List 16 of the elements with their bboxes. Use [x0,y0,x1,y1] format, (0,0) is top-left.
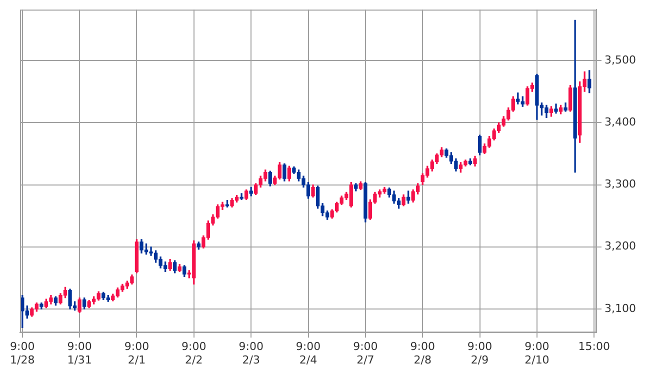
y-tick-label: 3,200 [604,240,636,253]
x-tick-label: 9:00 2/1 [124,340,150,366]
x-tick-label: 9:00 1/28 [10,340,35,366]
x-tick-label: 9:00 2/3 [238,340,264,366]
y-tick-label: 3,100 [604,302,636,315]
y-tick-label: 3,500 [604,53,636,66]
x-tick-label: 15:00 [578,340,610,354]
x-tick-label: 9:00 2/10 [524,340,550,366]
x-tick-label: 9:00 2/8 [410,340,435,366]
y-tick-label: 3,400 [604,116,636,129]
x-tick-label: 9:00 2/4 [296,340,321,366]
x-tick-label: 9:00 2/9 [467,340,492,366]
y-tick-label: 3,300 [604,178,636,191]
x-tick-label: 9:00 2/2 [182,340,206,366]
x-tick-label: 9:00 1/31 [67,340,92,366]
x-tick-label: 9:00 2/7 [353,340,378,366]
